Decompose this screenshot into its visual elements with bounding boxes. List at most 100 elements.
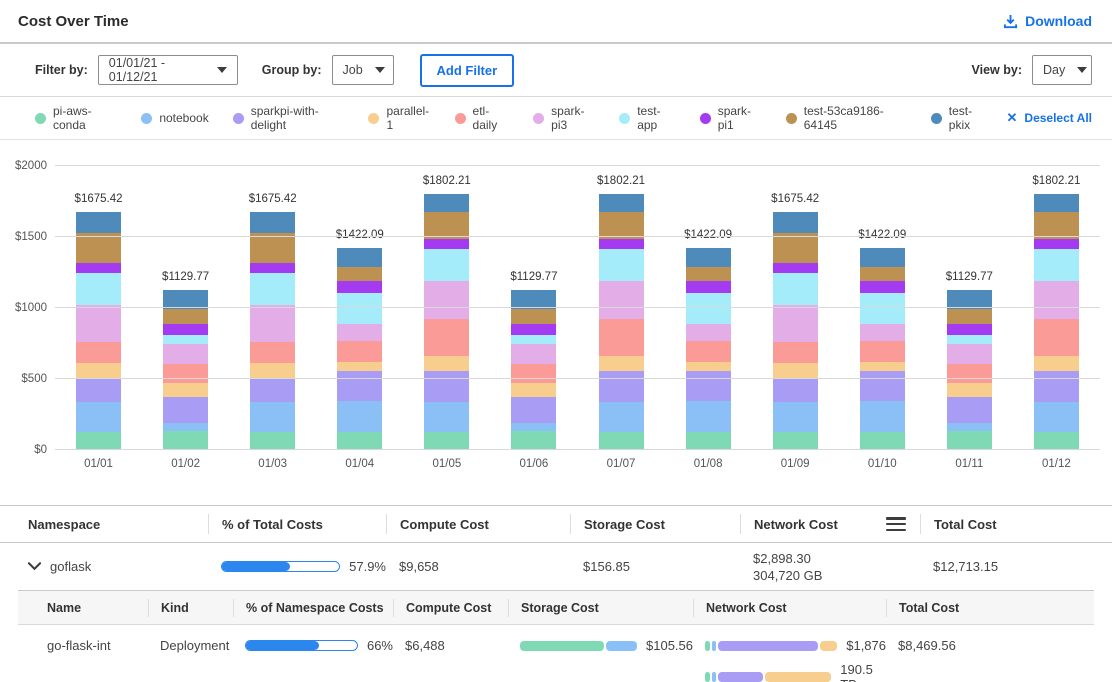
col-network-cost[interactable]: Network Cost <box>740 514 920 534</box>
legend-label: spark-pi1 <box>717 104 752 132</box>
date-range-select[interactable]: 01/01/21 - 01/12/21 <box>97 55 238 85</box>
bar-segment-test-pkix <box>946 289 992 309</box>
stacked-bar[interactable] <box>511 289 557 450</box>
bar-segment-parallel-1 <box>337 362 383 371</box>
bar-segment-spark-pi3 <box>859 323 905 342</box>
stacked-bar[interactable] <box>424 194 470 450</box>
progress-bar <box>221 561 341 572</box>
add-filter-button[interactable]: Add Filter <box>419 53 515 87</box>
bar-segment-parallel-1 <box>859 362 905 371</box>
legend-label: test-53ca9186-64145 <box>803 104 884 132</box>
col-kind[interactable]: Kind <box>148 598 233 617</box>
storage-cost-value: $156.85 <box>583 559 630 574</box>
stacked-bar[interactable] <box>598 194 644 450</box>
bar-total-label: $1802.21 <box>422 175 471 188</box>
bar-segment-etl-daily <box>163 363 209 384</box>
download-button[interactable]: Download <box>1003 13 1092 29</box>
bar-segment-notebook <box>76 401 122 432</box>
stacked-bar[interactable] <box>685 248 731 450</box>
legend-dot-icon <box>699 112 711 124</box>
legend-item-spark-pi1[interactable]: spark-pi1 <box>699 104 762 132</box>
y-axis-tick: $1000 <box>15 302 47 314</box>
deselect-all-button[interactable]: ✕ Deselect All <box>1007 110 1093 126</box>
x-axis-tick: 01/12 <box>1042 458 1071 470</box>
col-total-cost[interactable]: Total Cost <box>920 514 1094 534</box>
bar-total-label: $1675.42 <box>248 193 297 206</box>
col-compute-cost[interactable]: Compute Cost <box>386 514 570 534</box>
bar-segment-pi-aws-conda <box>685 431 731 450</box>
workload-name: go-flask-int <box>47 638 111 653</box>
bar-total-label: $1129.77 <box>510 270 558 283</box>
bar-segment-spark-pi3 <box>250 304 296 343</box>
col-storage-cost[interactable]: Storage Cost <box>508 598 693 617</box>
bar-segment-pi-aws-conda <box>598 431 644 450</box>
bar-segment-test-app <box>685 292 731 324</box>
col-namespace[interactable]: Namespace <box>28 516 101 532</box>
col-pct-namespace[interactable]: % of Namespace Costs <box>233 598 393 617</box>
chevron-down-icon <box>1077 67 1088 73</box>
bar-segment-pi-aws-conda <box>76 431 122 450</box>
stacked-bar[interactable] <box>1033 194 1079 450</box>
col-storage-cost[interactable]: Storage Cost <box>570 514 740 534</box>
bar-total-label: $1802.21 <box>1032 175 1081 188</box>
group-by-select[interactable]: Job <box>331 55 394 85</box>
compute-cost-value: $6,488 <box>405 638 445 653</box>
legend-item-etl-daily[interactable]: etl-daily <box>454 104 510 132</box>
legend-dot-icon <box>35 112 46 124</box>
col-compute-cost[interactable]: Compute Cost <box>393 598 508 617</box>
view-by-select[interactable]: Day <box>1032 55 1092 85</box>
bar-segment-test-53ca9186-64145 <box>511 308 557 324</box>
menu-icon[interactable] <box>886 517 906 531</box>
group-by-value: Job <box>342 63 363 77</box>
stacked-bar[interactable] <box>250 212 296 450</box>
legend-item-test-53ca9186-64145[interactable]: test-53ca9186-64145 <box>785 104 907 132</box>
bar-segment-sparkpi-with-delight <box>859 370 905 402</box>
legend-item-test-pkix[interactable]: test-pkix <box>930 104 989 132</box>
col-total-cost[interactable]: Total Cost <box>886 598 1094 617</box>
close-icon: ✕ <box>1006 110 1018 125</box>
mini-bar-segment <box>712 672 716 682</box>
legend-item-notebook[interactable]: notebook <box>141 111 209 125</box>
bar-segment-spark-pi1 <box>163 323 209 336</box>
col-network-cost[interactable]: Network Cost <box>693 598 886 617</box>
mini-bar-segment <box>820 640 838 651</box>
view-by-label: View by: <box>971 63 1022 77</box>
total-cost-value: $8,469.56 <box>898 638 956 653</box>
legend-item-spark-pi3[interactable]: spark-pi3 <box>533 104 595 132</box>
table-row-go-flask-int[interactable]: go-flask-int Deployment 66% $6,488 $105.… <box>18 625 1094 682</box>
bar-segment-notebook <box>511 422 557 431</box>
chevron-down-icon[interactable] <box>28 562 41 571</box>
bar-segment-pi-aws-conda <box>250 431 296 450</box>
stacked-bar[interactable] <box>163 289 209 450</box>
bar-segment-test-53ca9186-64145 <box>250 232 296 264</box>
bar-segment-parallel-1 <box>511 383 557 397</box>
stacked-bar[interactable] <box>337 248 383 450</box>
workload-kind: Deployment <box>160 638 230 653</box>
table-row-goflask[interactable]: goflask 57.9% $9,658 $156.85 $2,898.30 3… <box>0 543 1112 590</box>
stacked-bar[interactable] <box>946 289 992 450</box>
col-pct-total[interactable]: % of Total Costs <box>208 514 386 534</box>
stacked-bar[interactable] <box>859 248 905 450</box>
legend-item-pi-aws-conda[interactable]: pi-aws-conda <box>35 104 117 132</box>
bar-segment-etl-daily <box>598 319 644 357</box>
download-label: Download <box>1025 13 1092 29</box>
legend-item-sparkpi-with-delight[interactable]: sparkpi-with-delight <box>232 104 345 132</box>
legend-item-test-app[interactable]: test-app <box>619 104 676 132</box>
bar-segment-test-53ca9186-64145 <box>946 308 992 324</box>
stacked-bar[interactable] <box>772 212 818 450</box>
stacked-bar[interactable] <box>76 212 122 450</box>
legend-label: spark-pi3 <box>551 104 585 132</box>
bar-segment-test-pkix <box>685 248 731 268</box>
namespace-cell[interactable]: goflask <box>18 559 208 574</box>
bar-segment-test-app <box>511 335 557 345</box>
mini-bar-segment <box>705 672 711 682</box>
bar-segment-pi-aws-conda <box>1033 431 1079 450</box>
legend-dot-icon <box>930 112 942 124</box>
col-name[interactable]: Name <box>47 600 82 615</box>
x-axis-tick: 01/02 <box>171 458 200 470</box>
gridline <box>55 378 1100 379</box>
bar-segment-notebook <box>598 402 644 432</box>
legend-item-parallel-1[interactable]: parallel-1 <box>368 104 430 132</box>
bar-segment-test-pkix <box>859 248 905 268</box>
bar-segment-sparkpi-with-delight <box>946 396 992 423</box>
